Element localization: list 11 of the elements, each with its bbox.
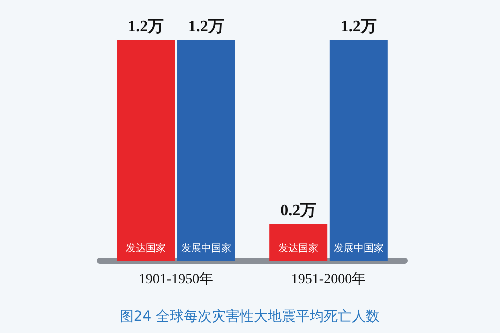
x-tick-label: 1951-2000年 [291, 272, 366, 288]
data-label: 1.2万 [340, 18, 377, 36]
x-tick-label: 1901-1950年 [138, 272, 214, 288]
series-label: 发达国家 [126, 242, 166, 254]
text: 发展中国家 [334, 244, 384, 254]
series-label: 发展中国家 [181, 242, 232, 254]
data-label: 1.2万 [128, 18, 164, 36]
text: 发达国家 [278, 244, 319, 254]
data-label: 0.2万 [280, 202, 317, 220]
data-label: 1.2万 [188, 18, 224, 36]
text: 图24 全球每次灾害性大地震平均死亡人数 [120, 309, 380, 325]
